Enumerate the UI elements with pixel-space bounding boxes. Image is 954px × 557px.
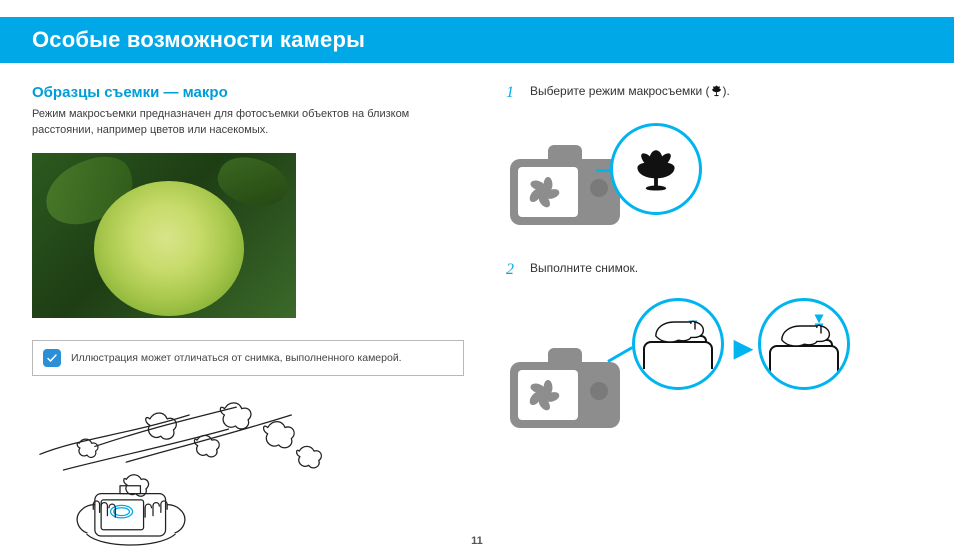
full-press-callout: ▾▾ [758,298,850,390]
chevron-right-icon: ▶ [734,334,752,363]
figure-select-macro [510,115,920,235]
section-title: Особые возможности камеры [32,27,365,53]
camera-graphic [510,145,620,225]
figure-take-photo: ▾ ▶ ▾▾ [510,292,920,442]
tulip-icon [633,146,679,192]
macro-callout [610,123,702,215]
step-number: 2 [506,261,520,278]
note-text: Иллюстрация может отличаться от снимка, … [71,352,402,364]
left-column: Образцы съемки — макро Режим макросъемки… [32,84,466,555]
finger-icon [779,319,835,347]
step-text: Выполните снимок. [530,261,638,275]
section-banner: Особые возможности камеры [0,17,954,63]
page-number: 11 [0,535,954,547]
camera-graphic [510,348,620,428]
note-icon [43,349,61,367]
step1-text-b: ). [723,84,730,98]
note-box: Иллюстрация может отличаться от снимка, … [32,340,464,376]
pinwheel-icon [533,380,563,410]
photo-flower [94,181,244,316]
step1-text-a: Выберите режим макросъемки ( [530,84,710,98]
right-column: 1 Выберите режим макросъемки (). 2 [506,84,926,468]
subheading: Образцы съемки — макро [32,84,466,101]
pinwheel-icon [533,177,563,207]
finger-icon [653,315,709,343]
step-text: Выберите режим макросъемки (). [530,84,730,98]
step-2: 2 Выполните снимок. [506,261,926,278]
step-number: 1 [506,84,520,101]
half-press-callout: ▾ [632,298,724,390]
step-1: 1 Выберите режим макросъемки (). [506,84,926,101]
body-text: Режим макросъемки предназначен для фотос… [32,107,466,139]
illustration-hands-camera [32,390,362,550]
sample-photo-macro [32,153,296,318]
manual-page: Особые возможности камеры Образцы съемки… [0,0,954,557]
tulip-icon [710,84,723,97]
